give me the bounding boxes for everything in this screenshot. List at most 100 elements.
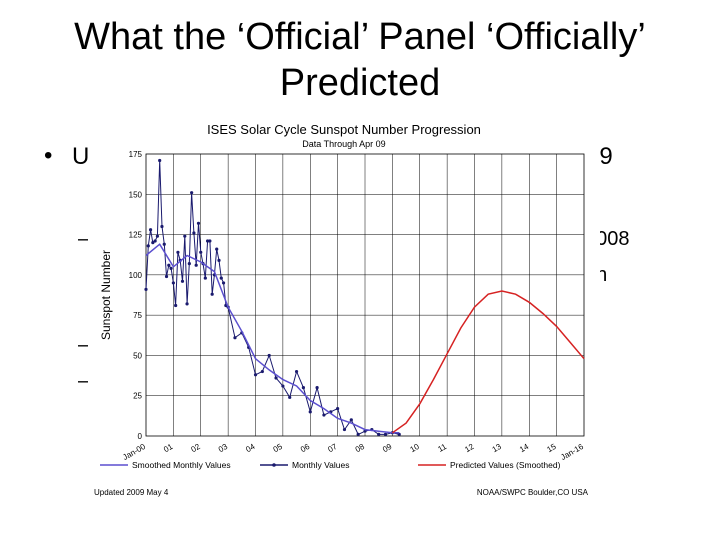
series-point: [153, 239, 157, 243]
x-tick-label: 11: [436, 442, 448, 454]
sub-bullet-dash-2: –: [78, 334, 90, 356]
y-tick-label: 0: [138, 432, 143, 441]
y-tick-label: 150: [129, 190, 143, 199]
series-point: [342, 427, 347, 432]
grid-layer: [146, 154, 584, 436]
y-tick-label: 125: [129, 231, 143, 240]
series-point: [187, 261, 191, 266]
series-point: [162, 242, 166, 246]
series-point: [167, 263, 171, 267]
chart-footer-credit: NOAA/SWPC Boulder,CO USA: [477, 488, 589, 497]
series-point: [336, 407, 340, 411]
series-point: [169, 266, 173, 271]
x-tick-label: 05: [272, 442, 285, 455]
series-point: [174, 303, 178, 308]
y-tick-label: 50: [133, 351, 142, 360]
x-tick-label: 01: [162, 442, 175, 455]
slide-title-line-1: What the ‘Official’ Panel ‘Officially’: [74, 16, 646, 58]
legend-marker: [272, 463, 276, 467]
series-line: [145, 160, 400, 436]
x-tick-label: Jan-16: [559, 442, 585, 462]
chart-title: ISES Solar Cycle Sunspot Number Progress…: [207, 122, 481, 137]
chart-footer-updated: Updated 2009 May 4: [94, 488, 169, 497]
series-line: [391, 290, 585, 434]
series-point: [208, 239, 212, 243]
series-layer: [144, 158, 585, 436]
y-axis-label: Sunspot Number: [99, 250, 113, 340]
slide-title-line-2: Predicted: [279, 62, 441, 104]
sub-bullet-dash-1: –: [78, 228, 90, 250]
series-point: [146, 244, 150, 248]
series-point: [308, 410, 312, 414]
series-point: [349, 418, 353, 422]
legend-label: Predicted Values (Smoothed): [450, 460, 561, 470]
series-point: [180, 279, 185, 283]
series-point: [294, 369, 299, 374]
series-point: [322, 413, 326, 417]
series-point: [205, 239, 210, 243]
series-point: [183, 234, 187, 238]
legend: Smoothed Monthly Values Monthly Values Pre…: [100, 460, 561, 470]
series-point: [185, 302, 189, 306]
series-point: [274, 376, 278, 380]
sunspot-chart: ISES Solar Cycle Sunspot Number Progress…: [94, 122, 589, 497]
x-tick-label: 13: [491, 442, 504, 455]
x-tick-label: 14: [518, 442, 531, 455]
series-point: [217, 258, 221, 262]
series-point: [199, 250, 203, 254]
x-tick-label: 02: [190, 442, 203, 455]
series-point: [158, 158, 162, 163]
series-point: [194, 263, 198, 267]
axis-layer: Jan-00 01 02 03 04 05 06 07 08 09 10 11 12 13 14 15 Jan-…: [121, 150, 585, 462]
series-point: [164, 274, 169, 279]
series-point: [221, 281, 226, 285]
plot-frame: [145, 153, 585, 437]
series-point: [203, 276, 207, 280]
bullet-marker: •: [44, 142, 53, 169]
y-tick-label: 25: [133, 392, 142, 401]
series-point: [192, 231, 196, 235]
series-point: [301, 386, 306, 390]
series-point: [383, 432, 388, 436]
series-point: [288, 395, 292, 399]
y-tick-label: 100: [129, 271, 143, 280]
series-point: [397, 432, 401, 436]
sub-bullet-dash-3: –: [78, 370, 90, 392]
series-point: [215, 247, 219, 251]
series-point: [176, 250, 180, 254]
y-tick-label: 175: [129, 150, 143, 159]
series-point: [377, 432, 381, 436]
bullet-text-start: U: [72, 143, 90, 170]
legend-label: Smoothed Monthly Values: [132, 460, 231, 470]
series-point: [315, 386, 319, 390]
x-tick-label: 09: [381, 442, 394, 455]
series-point: [160, 224, 164, 229]
series-line: [145, 243, 400, 434]
y-tick-label: 75: [133, 311, 142, 320]
series-point: [233, 336, 237, 340]
legend-label: Monthly Values: [292, 460, 349, 470]
series-point: [148, 228, 153, 232]
x-tick-label: Jan-00: [121, 442, 147, 462]
series-point: [281, 384, 285, 388]
sunspot-chart-figure: ISES Solar Cycle Sunspot Number Progress…: [88, 118, 600, 504]
x-tick-label: 06: [299, 442, 312, 455]
x-tick-label: 07: [326, 442, 339, 455]
series-point: [196, 221, 201, 225]
series-point: [210, 292, 214, 296]
x-tick-label: 12: [463, 442, 476, 455]
x-tick-label: 08: [354, 442, 367, 455]
chart-subtitle: Data Through Apr 09: [302, 139, 385, 149]
series-point: [151, 241, 155, 245]
series-point: [155, 234, 160, 238]
series-point: [267, 353, 271, 358]
slide-title: What the ‘Official’ Panel ‘Officially’ P…: [0, 14, 720, 106]
series-point: [253, 373, 258, 377]
series-point: [144, 287, 148, 291]
x-tick-label: 04: [244, 442, 257, 455]
x-tick-label: 10: [409, 442, 422, 455]
series-point: [219, 276, 223, 280]
series-point: [356, 432, 360, 436]
x-tick-label: 15: [545, 442, 558, 455]
series-point: [190, 191, 194, 195]
